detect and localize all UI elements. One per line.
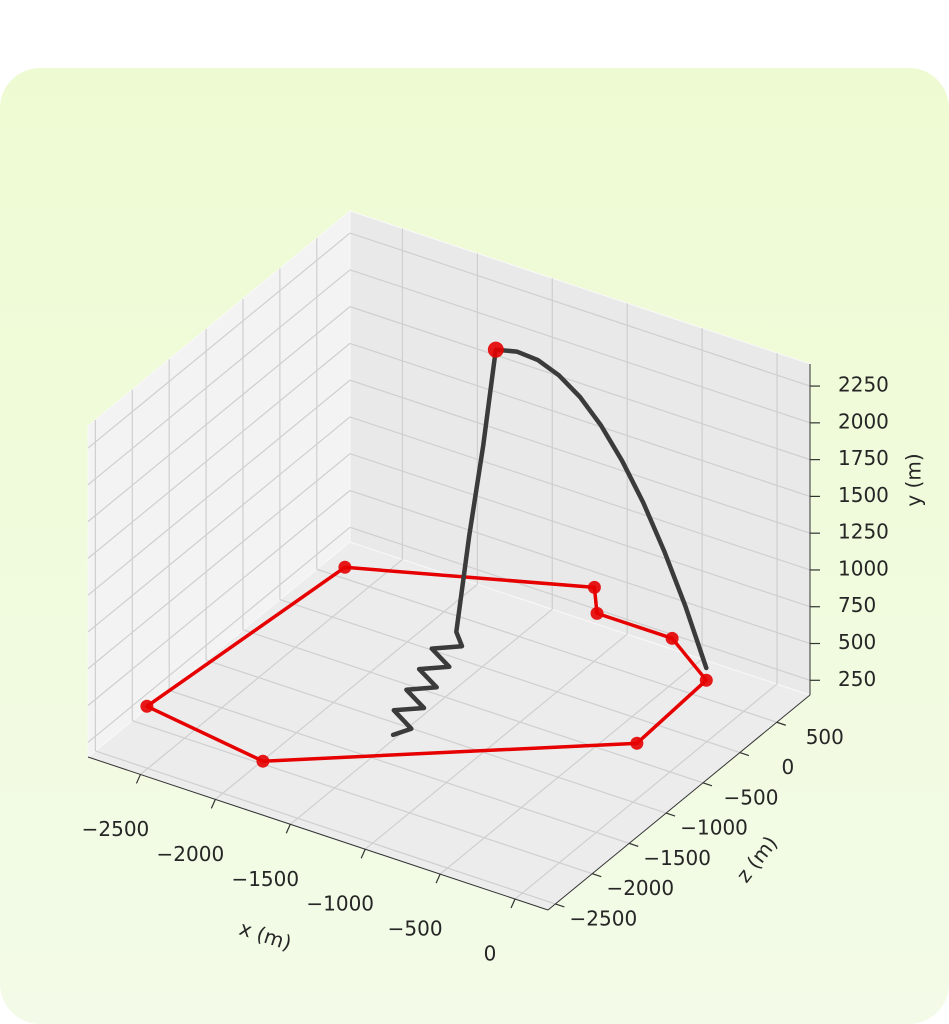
grid-line xyxy=(140,558,403,775)
x-tick xyxy=(210,799,216,809)
grid-line xyxy=(87,416,351,633)
z-tick-label: −2000 xyxy=(606,876,674,900)
grid-line xyxy=(349,416,811,571)
x-tick-label: −2500 xyxy=(82,817,150,841)
z-tick xyxy=(702,782,713,787)
grid-line xyxy=(87,232,351,449)
y-tick-label: 1750 xyxy=(838,446,889,470)
y-tick-label: 2250 xyxy=(838,373,889,397)
x-tick-label: −500 xyxy=(388,917,443,941)
grid-line xyxy=(349,306,811,461)
data-point xyxy=(587,580,601,594)
data-point xyxy=(140,699,154,713)
grid-line xyxy=(349,232,811,387)
grid-line xyxy=(87,453,351,670)
grid-line xyxy=(316,568,777,723)
z-tick xyxy=(739,751,750,757)
z-tick xyxy=(665,812,676,817)
grid-line xyxy=(349,489,811,645)
z-tick xyxy=(592,873,602,878)
x-tick xyxy=(285,824,291,834)
y-tick-label: 750 xyxy=(838,593,876,617)
x-tick xyxy=(360,848,366,859)
x-axis xyxy=(87,756,549,911)
z-tick xyxy=(776,721,786,726)
y-axis-title: y (m) xyxy=(902,453,926,506)
grid-line xyxy=(439,658,703,875)
grid-line xyxy=(289,608,553,825)
grid-line xyxy=(364,633,628,850)
data-point xyxy=(256,754,270,768)
x-tick-label: 0 xyxy=(484,942,497,966)
z-tick-label: −1000 xyxy=(680,816,748,840)
data-point xyxy=(590,606,604,620)
grid-line xyxy=(349,379,811,534)
grid-line xyxy=(205,659,667,814)
x-tick-label: −1000 xyxy=(306,892,374,916)
y-tick-label: 500 xyxy=(838,630,876,654)
z-tick-label: 0 xyxy=(782,755,795,779)
grid-line xyxy=(168,689,630,844)
x-tick xyxy=(135,774,141,784)
x-tick-label: −1500 xyxy=(231,867,299,891)
grid-line xyxy=(279,598,741,754)
x-tick-label: −2000 xyxy=(157,842,225,866)
data-line xyxy=(390,347,709,738)
z-tick-label: −500 xyxy=(724,785,779,809)
z-axis xyxy=(547,694,811,911)
grid-line xyxy=(349,453,811,608)
z-tick-label: 500 xyxy=(806,725,844,749)
grid-line xyxy=(132,720,593,875)
z-tick-label: −2500 xyxy=(570,906,638,930)
z-tick xyxy=(555,903,565,908)
plot-area: −2500−2000−1500−1000−5000−2500−2000−1500… xyxy=(82,209,889,966)
grid-line xyxy=(349,269,811,424)
data-point xyxy=(338,560,352,574)
grid-line xyxy=(95,750,556,905)
y-tick-label: 2000 xyxy=(838,409,889,433)
y-tick-label: 1000 xyxy=(838,556,889,580)
grid-line xyxy=(87,526,351,743)
data-point xyxy=(665,631,679,645)
x-tick xyxy=(510,898,516,909)
y-tick-label: 1250 xyxy=(838,520,889,544)
x-tick xyxy=(435,873,441,884)
z-tick-label: −1500 xyxy=(643,846,711,870)
grid-line xyxy=(87,306,351,523)
data-point xyxy=(487,341,504,358)
grid-line xyxy=(349,342,811,497)
z-tick xyxy=(628,842,639,847)
grid-line xyxy=(87,269,351,486)
grid-line xyxy=(87,490,351,706)
grid-line xyxy=(87,342,351,559)
grid-line xyxy=(87,379,351,596)
grid-line xyxy=(349,526,811,681)
y-tick-label: 1500 xyxy=(838,483,889,507)
data-point xyxy=(699,673,713,687)
data-point xyxy=(630,736,644,750)
grid-line xyxy=(514,683,778,900)
grid-line xyxy=(242,629,704,784)
y-tick-label: 250 xyxy=(838,667,876,691)
